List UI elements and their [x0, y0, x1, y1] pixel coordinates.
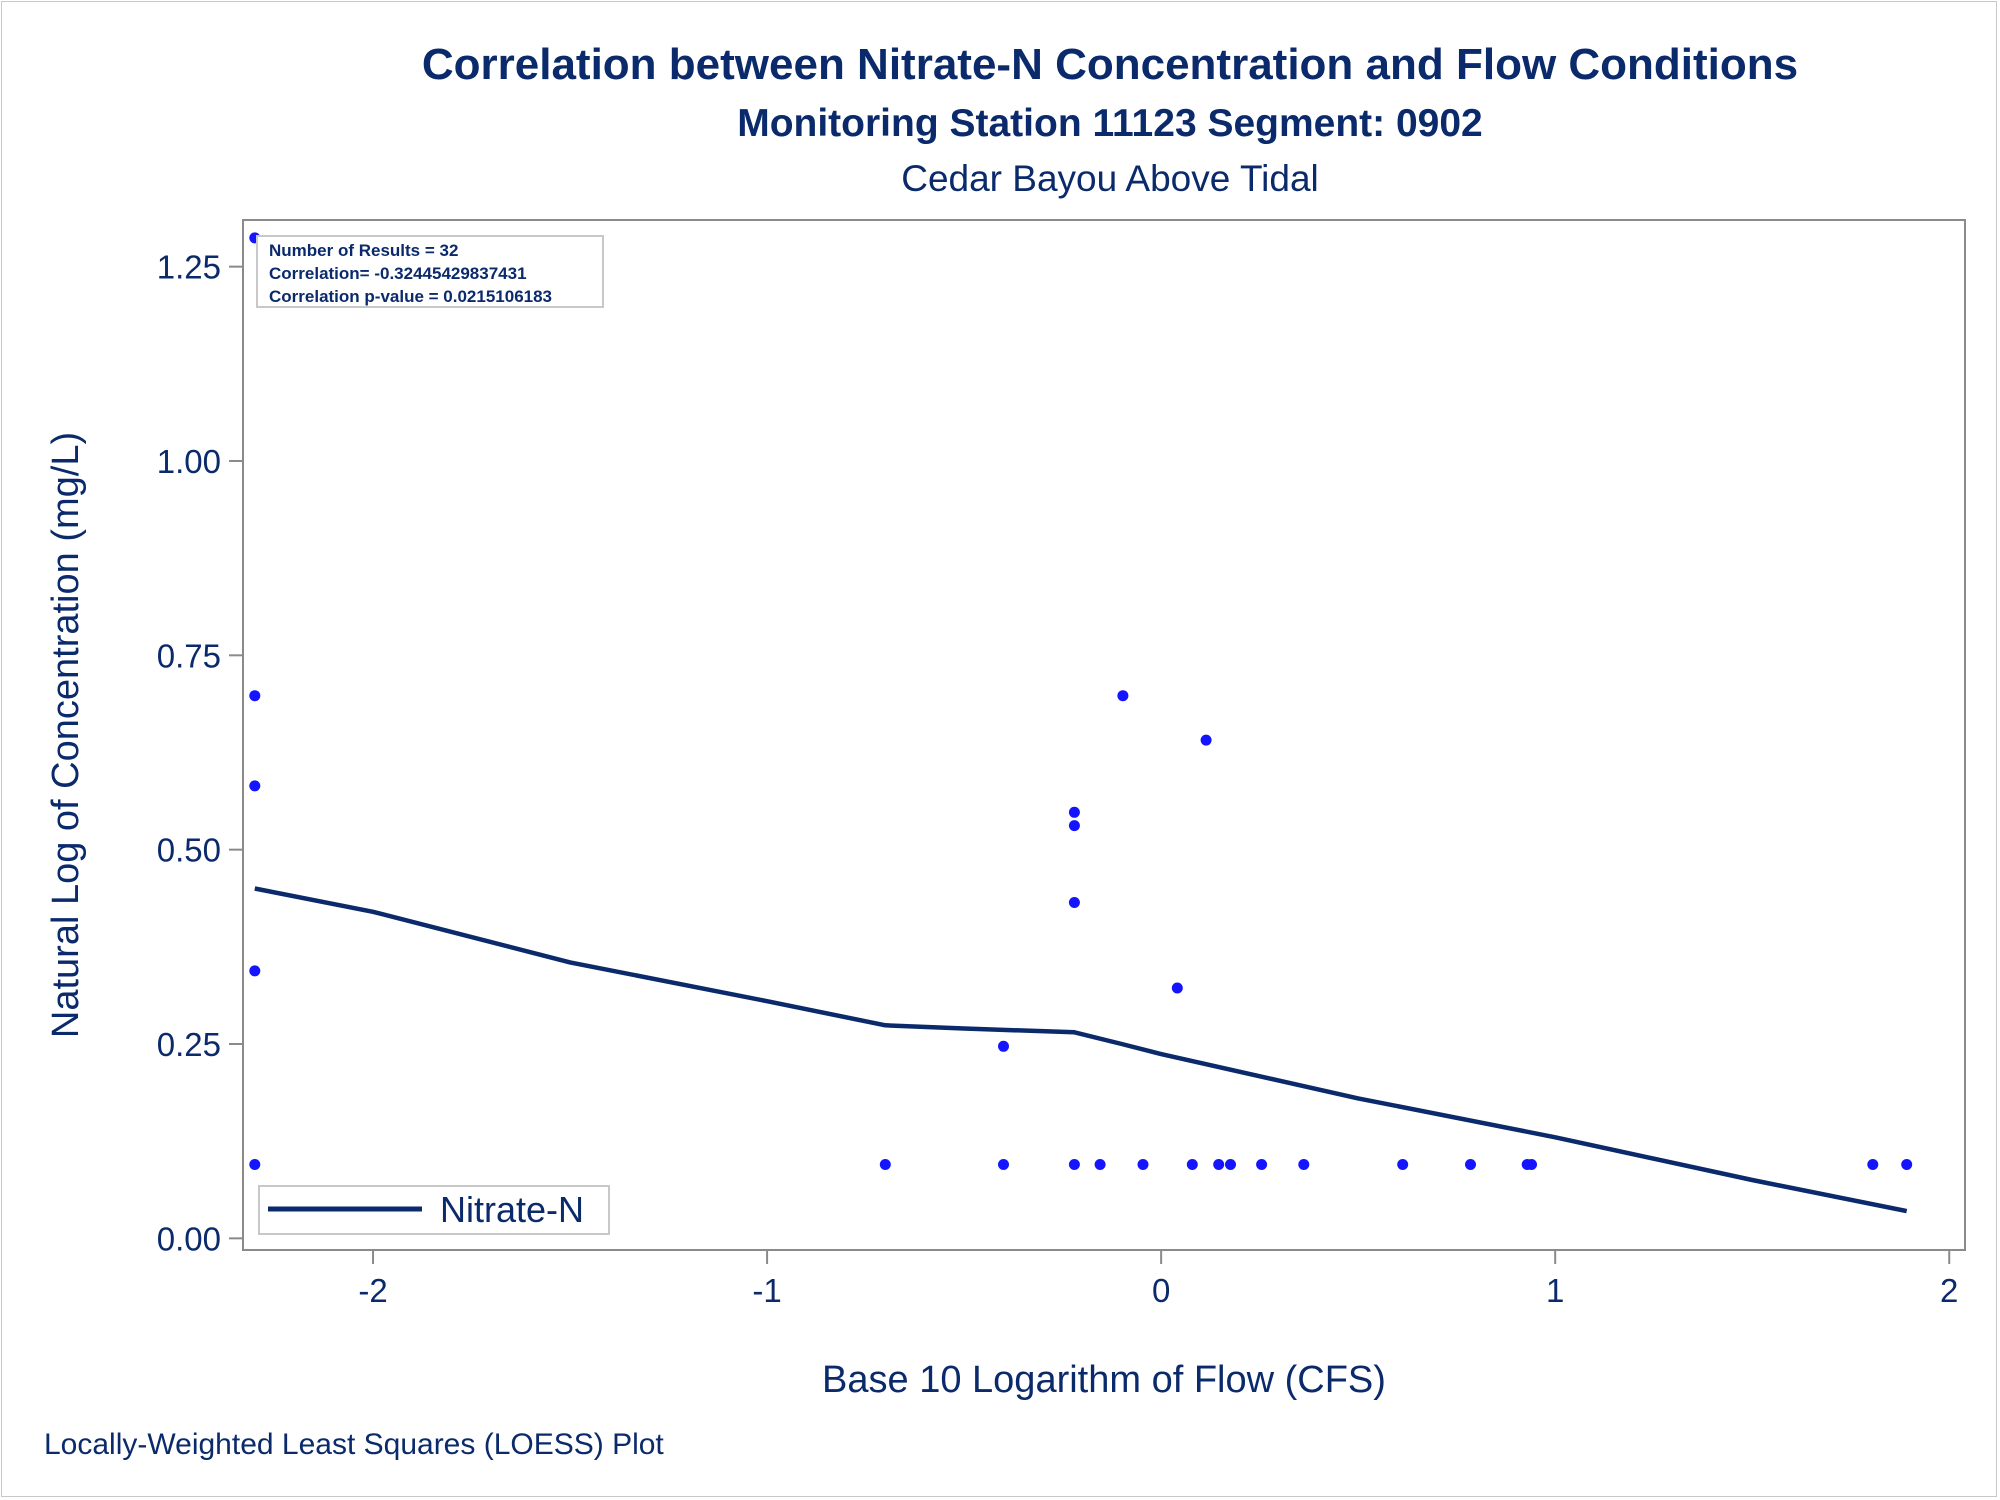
data-point — [1526, 1159, 1537, 1170]
y-tick-label: 0.00 — [157, 1220, 221, 1257]
data-point — [1256, 1159, 1268, 1170]
data-point — [1298, 1159, 1310, 1170]
x-tick-label: -1 — [752, 1272, 781, 1309]
stats-box: Number of Results = 32 Correlation= -0.3… — [256, 235, 604, 308]
data-point — [1867, 1159, 1879, 1170]
chart-title: Correlation between Nitrate-N Concentrat… — [421, 40, 1799, 89]
x-axis: -2 -1 0 1 2 — [358, 1250, 1958, 1309]
x-axis-title: Base 10 Logarithm of Flow (CFS) — [822, 1359, 1386, 1401]
data-point — [1068, 806, 1080, 818]
y-axis-title: Natural Log of Concentration (mg/L) — [45, 432, 87, 1038]
legend-label: Nitrate-N — [440, 1189, 584, 1230]
data-point — [1068, 820, 1080, 832]
y-tick-label: 1.25 — [157, 249, 221, 286]
data-point — [249, 690, 261, 702]
y-tick-label: 0.50 — [157, 832, 221, 869]
data-point — [1094, 1159, 1106, 1170]
data-point — [249, 965, 261, 977]
data-point — [1465, 1159, 1476, 1170]
stats-box-frame — [256, 235, 604, 308]
y-tick-label: 0.25 — [157, 1026, 221, 1063]
loess-line — [254, 886, 1908, 1214]
data-point — [1171, 982, 1183, 994]
data-point — [1397, 1159, 1409, 1170]
chart-subtitle-location: Cedar Bayou Above Tidal — [901, 158, 1319, 199]
points-layer — [249, 232, 1913, 1170]
chart-subtitle: Monitoring Station 11123 Segment: 0902 — [737, 102, 1483, 145]
data-point — [1213, 1159, 1225, 1170]
data-point — [1137, 1159, 1149, 1170]
data-point — [1200, 734, 1212, 746]
footnote: Locally-Weighted Least Squares (LOESS) P… — [44, 1428, 664, 1461]
stat-correlation: Correlation= -0.32445429837431 — [269, 264, 527, 283]
data-point — [249, 1159, 261, 1170]
legend: Nitrate-N — [258, 1185, 610, 1235]
y-axis: 0.00 0.25 0.50 0.75 1.00 1.25 — [157, 249, 243, 1257]
x-tick-label: 2 — [1940, 1272, 1958, 1309]
data-point — [998, 1159, 1009, 1170]
loess-layer — [254, 886, 1908, 1214]
data-point — [1186, 1159, 1198, 1170]
y-tick-label: 0.75 — [157, 637, 221, 674]
plot-area — [242, 219, 1966, 1251]
stat-p-value: Correlation p-value = 0.0215106183 — [269, 287, 552, 306]
data-point — [1901, 1159, 1913, 1170]
data-point — [879, 1159, 891, 1170]
data-point — [1068, 897, 1080, 908]
data-point — [1068, 1159, 1080, 1170]
x-tick-label: -2 — [358, 1272, 387, 1309]
y-tick-label: 1.00 — [157, 443, 221, 480]
data-point — [249, 780, 261, 792]
x-tick-label: 0 — [1152, 1272, 1170, 1309]
stat-number-of-results: Number of Results = 32 — [269, 241, 458, 260]
data-point — [1225, 1159, 1236, 1170]
data-point — [998, 1040, 1009, 1052]
data-point — [1117, 690, 1129, 702]
x-tick-label: 1 — [1546, 1272, 1564, 1309]
